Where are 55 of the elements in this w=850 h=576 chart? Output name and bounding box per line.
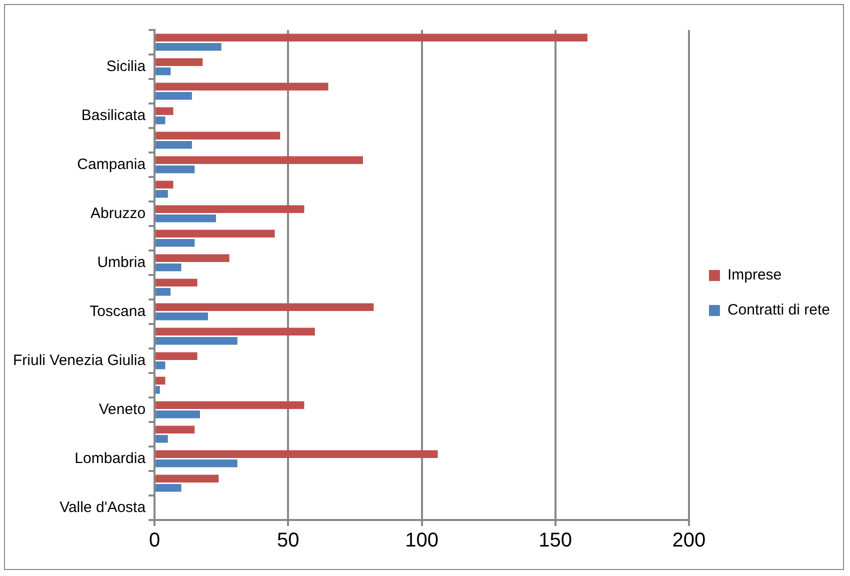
bar — [156, 140, 192, 149]
bar — [156, 484, 182, 492]
bar — [156, 156, 363, 164]
bar — [156, 205, 304, 214]
x-tick-label: 100 — [405, 530, 438, 552]
bar — [156, 58, 203, 66]
bar — [156, 67, 171, 76]
y-tick-label: Veneto — [98, 400, 146, 418]
bar — [156, 34, 588, 42]
x-tick-label: 50 — [277, 530, 300, 552]
bar — [156, 336, 238, 345]
bar — [156, 450, 438, 458]
y-tick-label: Umbria — [97, 254, 146, 271]
bar — [156, 361, 166, 370]
bar — [156, 230, 275, 238]
x-tick-label: 150 — [538, 530, 572, 552]
bar — [156, 410, 200, 418]
bar — [156, 190, 168, 198]
bar — [156, 238, 195, 247]
bar — [156, 459, 238, 468]
bar — [156, 82, 328, 91]
y-tick-label: Valle d'Aosta — [60, 498, 146, 516]
x-tick-label: 0 — [149, 530, 160, 552]
y-tick-label: Lombardia — [74, 450, 146, 467]
bar — [156, 434, 168, 443]
bar — [156, 401, 304, 410]
y-tick-label: Sicilia — [106, 58, 146, 75]
y-tick-label: Abruzzo — [90, 204, 146, 222]
bar — [156, 263, 182, 272]
bar — [156, 474, 219, 483]
bar — [156, 42, 222, 51]
bar — [156, 92, 192, 100]
bar — [156, 107, 174, 116]
y-tick-label: Friuli Venezia Giulia — [13, 352, 146, 369]
y-tick-label: Basilicata — [81, 106, 146, 124]
bar — [156, 278, 198, 287]
bar — [156, 132, 280, 140]
bar — [156, 303, 374, 312]
legend-label: Contratti di rete — [727, 302, 830, 319]
bar — [156, 116, 166, 124]
bar — [156, 352, 198, 360]
bar — [156, 426, 195, 434]
bar — [156, 288, 171, 296]
bar — [156, 376, 166, 385]
legend-label: Imprese — [727, 266, 782, 284]
bar — [156, 165, 195, 174]
bar — [156, 254, 230, 262]
x-tick-label: 200 — [672, 530, 706, 552]
bar — [156, 180, 174, 189]
y-tick-label: Toscana — [90, 302, 146, 320]
bar — [156, 214, 216, 222]
bar — [156, 328, 315, 336]
bar — [156, 312, 208, 320]
bar — [156, 386, 160, 394]
y-tick-label: Campania — [77, 156, 146, 173]
